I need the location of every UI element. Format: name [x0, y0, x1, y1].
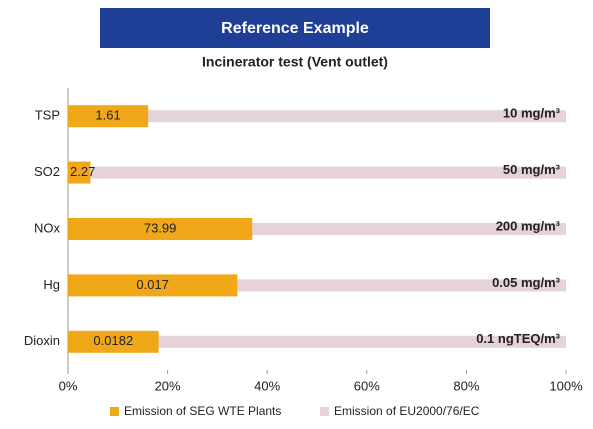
x-tick-label: 60%: [354, 378, 380, 393]
x-tick-label: 100%: [549, 378, 583, 393]
y-tick-label: NOx: [34, 220, 61, 235]
x-tick-label: 20%: [155, 378, 181, 393]
emission-label: 0.0182: [93, 333, 133, 348]
limit-label: 0.1 ngTEQ/m³: [476, 331, 560, 346]
limit-label: 0.05 mg/m³: [492, 275, 561, 290]
emission-bar: [68, 330, 159, 353]
limit-bar: [68, 110, 566, 123]
y-tick-label: Hg: [43, 277, 60, 292]
emission-bar: [68, 218, 253, 240]
chart-subtitle: Incinerator test (Vent outlet): [202, 54, 388, 70]
emission-label: 1.61: [95, 108, 120, 123]
emission-label: 0.017: [136, 277, 169, 292]
y-tick-label: TSP: [35, 108, 60, 123]
limit-bar: [68, 166, 566, 179]
emission-label: 73.99: [144, 220, 177, 235]
legend-label: Emission of EU2000/76/EC: [334, 404, 480, 418]
limit-label: 200 mg/m³: [496, 218, 561, 233]
chart-title: Reference Example: [221, 20, 369, 37]
y-tick-label: Dioxin: [24, 333, 60, 348]
legend-label: Emission of SEG WTE Plants: [124, 404, 281, 418]
emission-bar: [68, 274, 238, 297]
x-tick-label: 0%: [59, 378, 78, 393]
limit-label: 10 mg/m³: [503, 106, 561, 121]
x-tick-label: 80%: [453, 378, 479, 393]
emission-bar: [68, 161, 91, 184]
y-tick-label: SO2: [34, 164, 60, 179]
limit-label: 50 mg/m³: [503, 162, 561, 177]
x-tick-label: 40%: [254, 378, 280, 393]
legend-swatch: [320, 407, 329, 416]
emission-bar: [68, 105, 149, 128]
legend-swatch: [110, 407, 119, 416]
limit-bar: [68, 335, 566, 348]
title-banner: [100, 8, 490, 48]
emission-label: 2.27: [70, 164, 95, 179]
